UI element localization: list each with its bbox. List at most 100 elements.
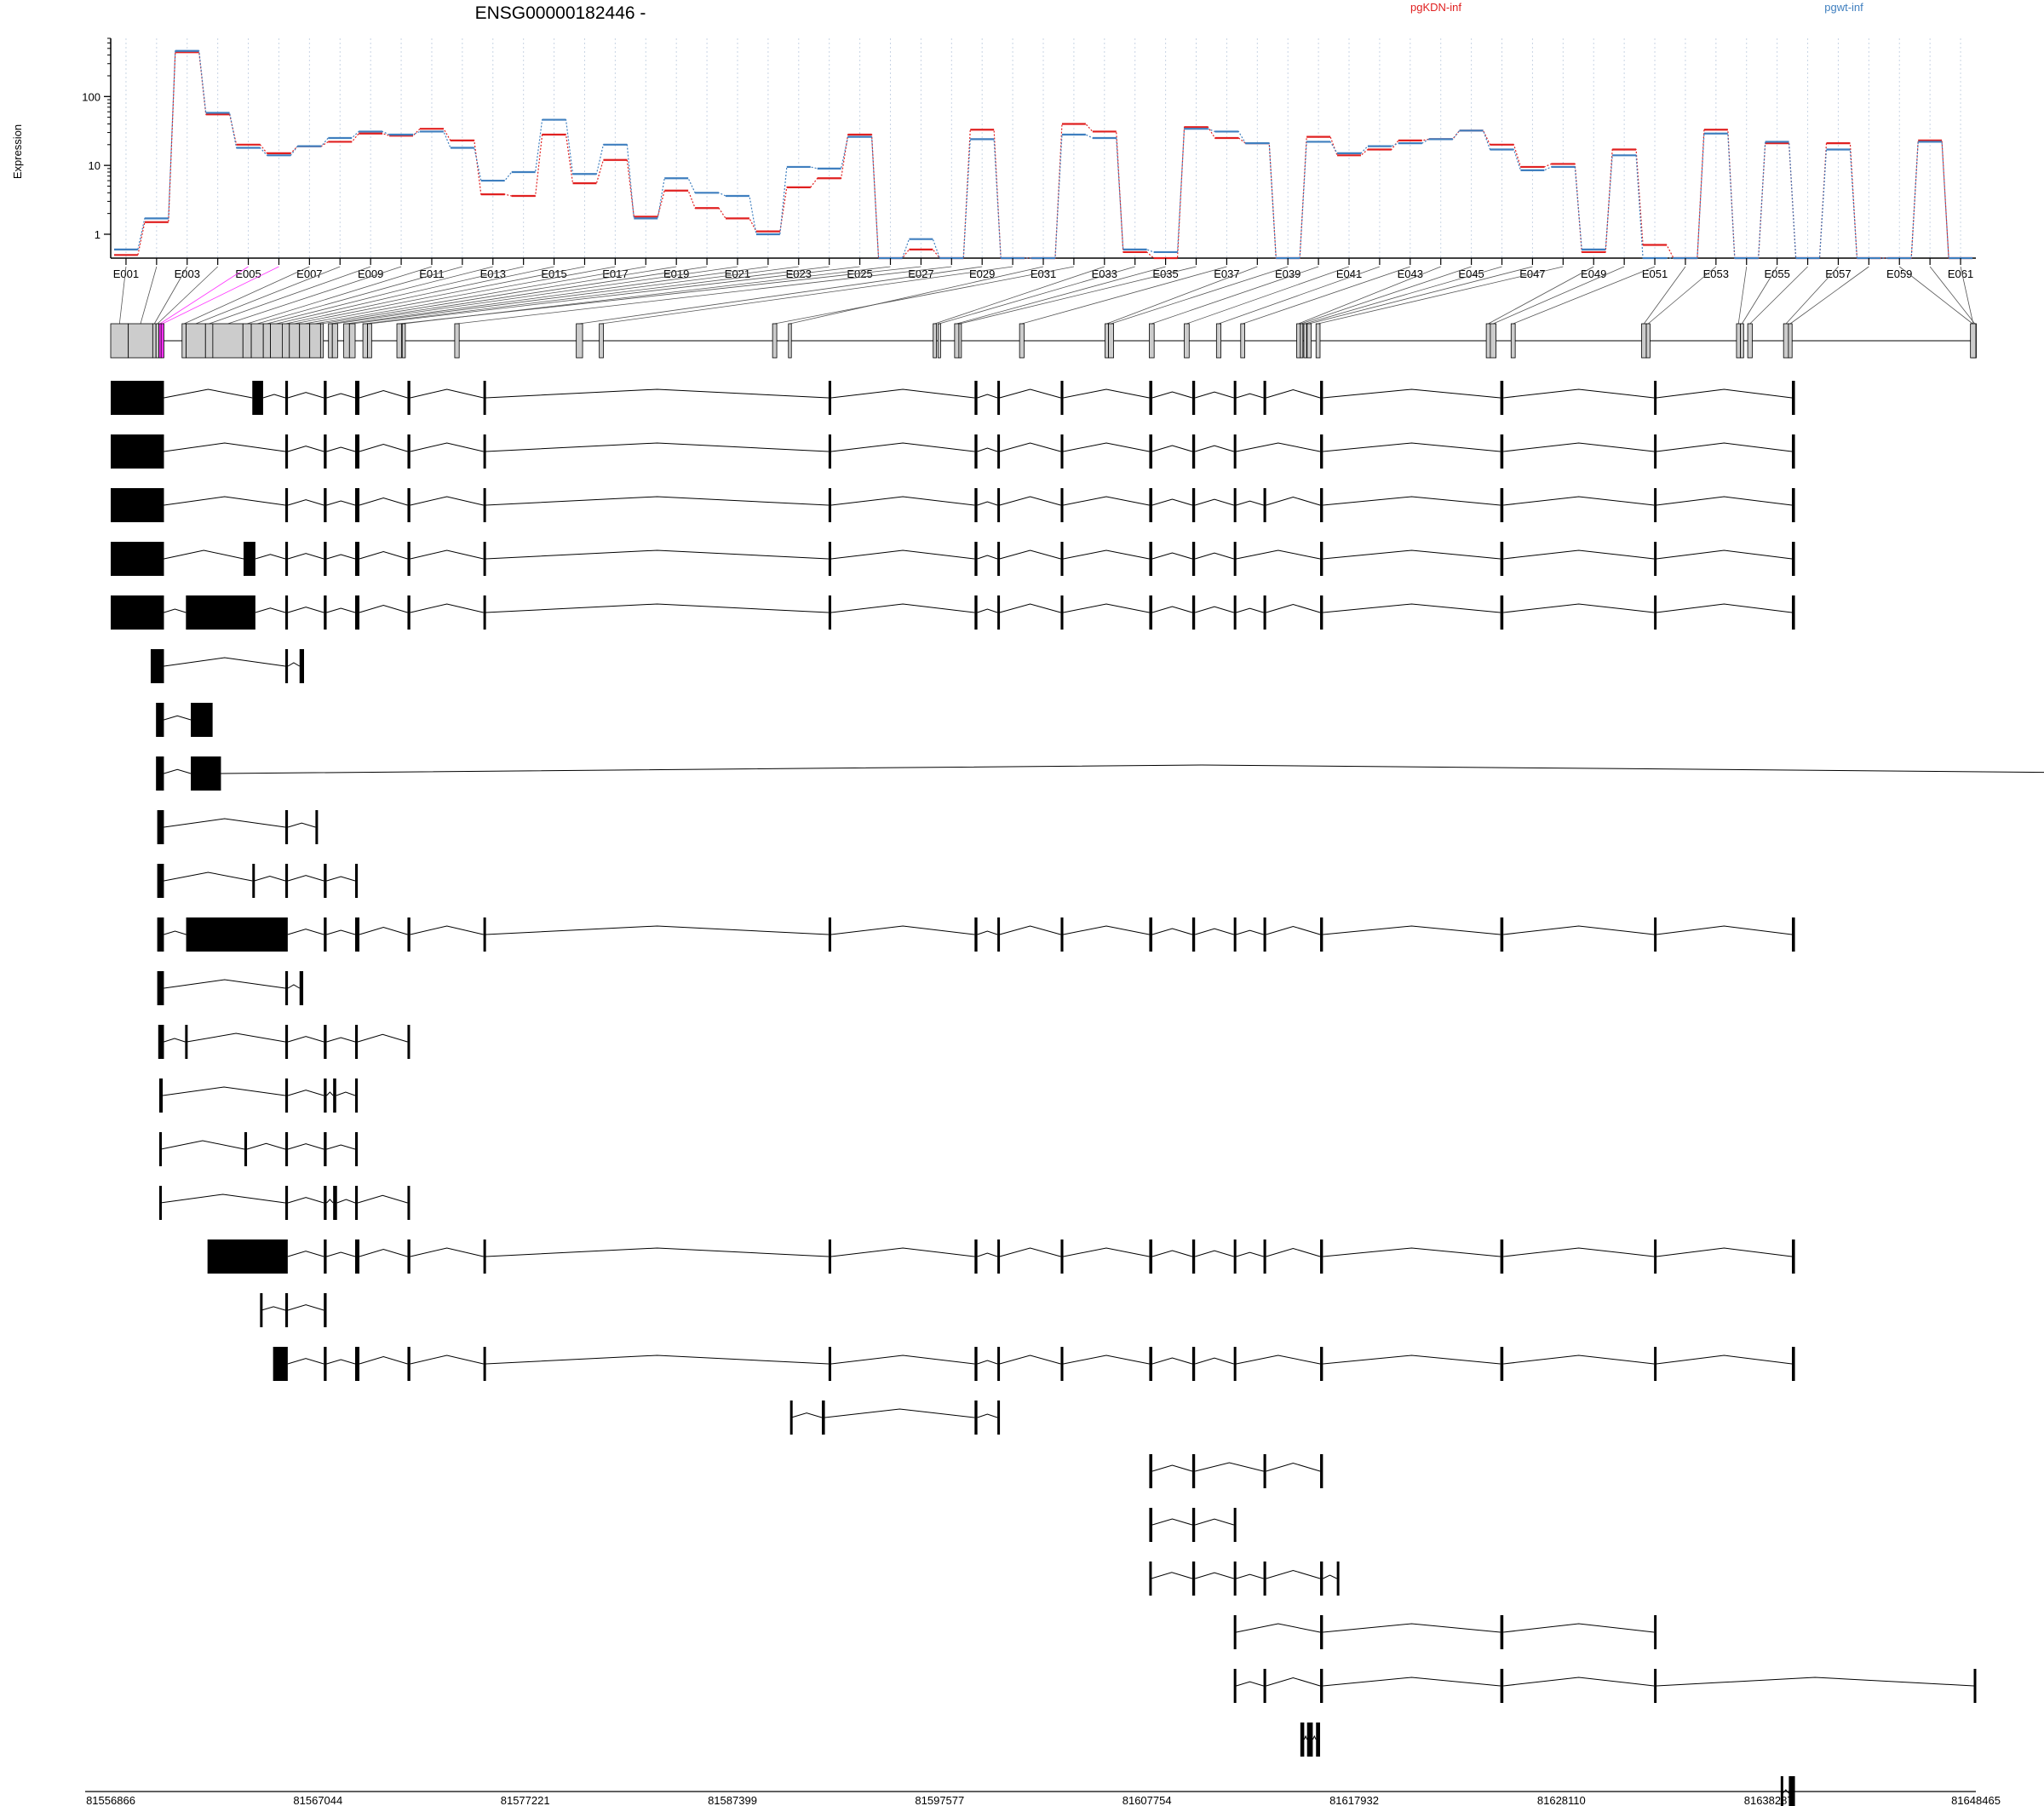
intron-line xyxy=(1151,1250,1193,1257)
intron-line xyxy=(326,1199,334,1204)
exon-block xyxy=(1191,1454,1196,1488)
exon-block xyxy=(1191,1239,1196,1274)
intron-line xyxy=(410,388,484,399)
exon-block xyxy=(1233,1615,1237,1649)
exon-block xyxy=(1336,1562,1340,1596)
intron-line xyxy=(164,818,286,828)
coordinate-label: 81577221 xyxy=(501,1794,550,1806)
exon-connector xyxy=(1243,266,1410,325)
intron-line xyxy=(326,876,356,882)
intron-line xyxy=(485,388,829,399)
exon-block xyxy=(354,1239,360,1274)
exon-block xyxy=(1500,1669,1504,1703)
exon-bin xyxy=(204,323,214,359)
exon-block xyxy=(156,756,164,791)
exon-block xyxy=(299,971,304,1005)
exon-block xyxy=(354,381,360,415)
intron-line xyxy=(164,388,253,399)
exon-block xyxy=(1654,917,1657,952)
exon-bin xyxy=(128,323,153,359)
exon-block xyxy=(483,381,486,415)
exon-block xyxy=(1233,434,1237,469)
exon-label: E019 xyxy=(663,267,689,280)
intron-line xyxy=(1323,1677,1501,1687)
exon-block xyxy=(821,1401,825,1435)
exon-block xyxy=(324,1132,327,1166)
exon-block xyxy=(1320,1239,1323,1274)
exon-block xyxy=(324,1293,327,1327)
intron-line xyxy=(1236,607,1264,613)
intron-line xyxy=(164,657,286,667)
intron-line xyxy=(1195,1572,1234,1579)
exon-connector xyxy=(1749,266,1808,325)
exon-block xyxy=(284,595,289,630)
exon-bin xyxy=(1240,323,1245,359)
exon-connector xyxy=(321,266,677,325)
coordinate-label: 81556866 xyxy=(86,1794,135,1806)
exon-bin xyxy=(1485,323,1491,359)
exon-label: E007 xyxy=(296,267,322,280)
exon-block xyxy=(1149,595,1153,630)
exon-block xyxy=(354,1186,359,1220)
intron-line xyxy=(410,442,484,452)
exon-block xyxy=(324,488,327,522)
intron-line xyxy=(1151,1572,1193,1579)
exon-connector xyxy=(304,266,616,325)
exon-block xyxy=(997,542,1001,576)
exon-connector xyxy=(157,266,218,325)
exon-connector xyxy=(195,266,341,325)
intron-line xyxy=(287,822,316,828)
exon-connector xyxy=(1151,266,1319,325)
exon-block xyxy=(284,864,289,898)
intron-line xyxy=(1195,391,1234,399)
exon-block xyxy=(483,488,486,522)
exon-labels: E001E003E005E007E009E011E013E015E017E019… xyxy=(113,258,1973,280)
exon-bin xyxy=(1510,323,1516,359)
intron-line xyxy=(326,1037,356,1043)
exon-label: E001 xyxy=(113,267,139,280)
intron-line xyxy=(1503,1247,1655,1257)
intron-line xyxy=(287,1090,324,1096)
exon-block xyxy=(407,1025,411,1059)
intron-line xyxy=(287,929,324,935)
exon-block xyxy=(156,703,164,737)
exon-block xyxy=(1320,1669,1323,1703)
intron-line xyxy=(1323,388,1501,399)
exon-block xyxy=(284,810,289,844)
exon-block xyxy=(997,381,1001,415)
exon-block xyxy=(333,1078,336,1113)
exon-connector xyxy=(369,266,860,325)
intron-line xyxy=(1323,442,1501,452)
exon-block xyxy=(1320,1562,1323,1596)
exon-connector xyxy=(1898,266,1973,325)
exon-block xyxy=(111,381,164,415)
intron-line xyxy=(254,876,286,882)
exon-connector xyxy=(1300,266,1472,325)
exon-bin xyxy=(1645,323,1651,359)
intron-line xyxy=(977,1252,998,1257)
exon-label: E031 xyxy=(1031,267,1056,280)
exon-block xyxy=(407,917,411,952)
exon-label: E037 xyxy=(1214,267,1239,280)
exon-connector xyxy=(267,266,493,325)
exon-block xyxy=(1500,1615,1504,1649)
exon-block xyxy=(1191,434,1196,469)
exon-connector xyxy=(1298,266,1441,325)
intron-line xyxy=(1195,552,1234,560)
exon-block xyxy=(324,595,327,630)
intron-line xyxy=(1195,928,1234,935)
exon-block xyxy=(997,488,1001,522)
intron-line xyxy=(485,603,829,613)
intron-line xyxy=(287,499,324,506)
exon-bin xyxy=(1184,323,1190,359)
exon-block xyxy=(407,595,411,630)
intron-line xyxy=(326,607,356,613)
exon-block xyxy=(284,434,289,469)
exon-bin xyxy=(788,323,792,359)
exon-bin xyxy=(1019,323,1025,359)
exon-block xyxy=(1654,595,1657,630)
exon-bin xyxy=(576,323,583,359)
exon-block xyxy=(284,1025,289,1059)
exon-block xyxy=(1060,488,1064,522)
exon-block xyxy=(111,434,164,469)
